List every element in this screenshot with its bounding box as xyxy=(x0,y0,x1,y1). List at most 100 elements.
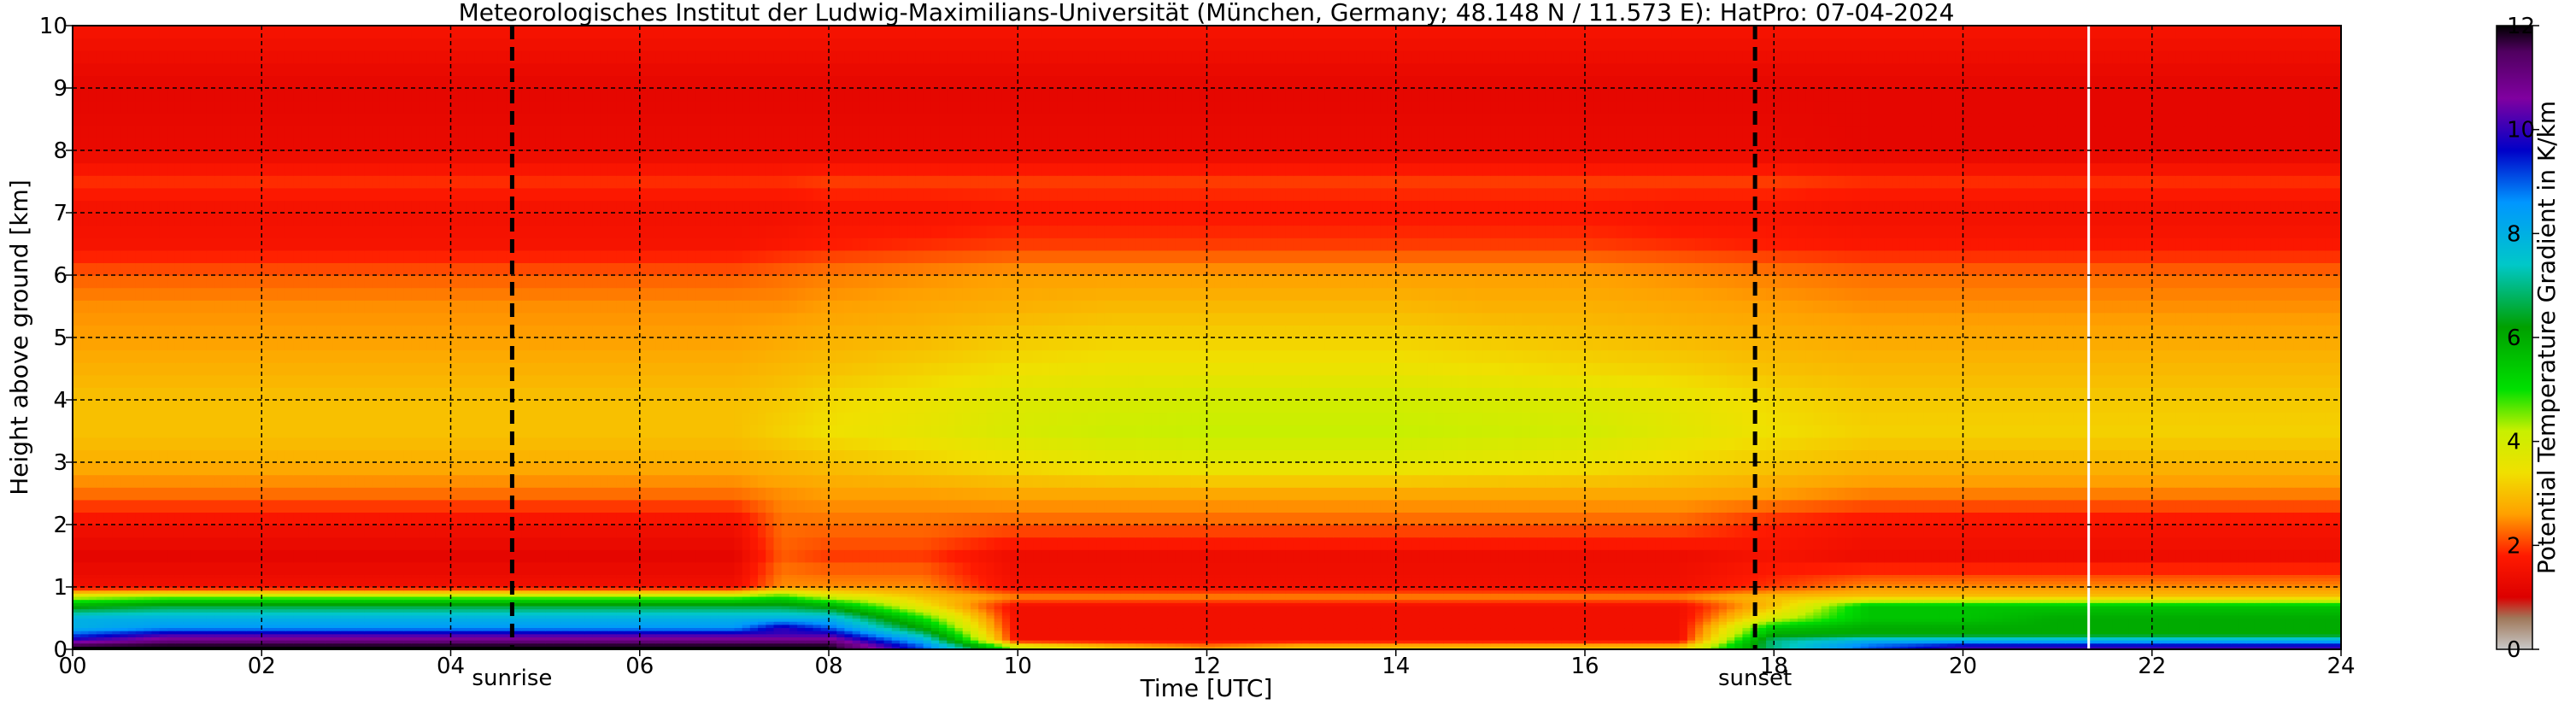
heatmap-cell xyxy=(2065,600,2074,603)
heatmap-cell xyxy=(1781,627,1790,631)
heatmap-cell xyxy=(1774,606,1782,609)
heatmap-cell xyxy=(1105,631,1113,634)
heatmap-cell xyxy=(2113,600,2121,603)
heatmap-cell xyxy=(577,606,585,609)
heatmap-cell xyxy=(900,609,908,613)
heatmap-cell xyxy=(254,606,262,609)
heatmap-cell xyxy=(971,621,979,625)
heatmap-cell xyxy=(443,619,451,622)
heatmap-cell xyxy=(2136,621,2145,625)
heatmap-cell xyxy=(254,593,262,596)
heatmap-cell xyxy=(1475,634,1483,637)
heatmap-cell xyxy=(939,621,948,625)
heatmap-cell xyxy=(1396,600,1405,603)
heatmap-cell xyxy=(1010,637,1018,640)
heatmap-cell xyxy=(1529,627,1538,631)
heatmap-cell xyxy=(1869,612,1877,615)
heatmap-cell xyxy=(1829,596,1838,600)
heatmap-cell xyxy=(1829,625,1838,628)
heatmap-cell xyxy=(1475,627,1483,631)
heatmap-cell xyxy=(175,643,184,647)
heatmap-cell xyxy=(734,615,742,619)
heatmap-cell xyxy=(907,600,916,603)
heatmap-cell xyxy=(884,634,893,637)
heatmap-cell xyxy=(1176,600,1184,603)
heatmap-cell xyxy=(73,621,81,625)
heatmap-cell xyxy=(88,637,97,640)
heatmap-cell xyxy=(1664,625,1672,628)
heatmap-cell xyxy=(695,625,703,628)
heatmap-cell xyxy=(766,631,774,634)
heatmap-cell xyxy=(577,593,585,596)
heatmap-cell xyxy=(2136,612,2145,615)
heatmap-cell xyxy=(1388,627,1397,631)
heatmap-cell xyxy=(995,606,1003,609)
heatmap-cell xyxy=(1648,609,1657,613)
heatmap-cell xyxy=(183,600,191,603)
heatmap-cell xyxy=(939,619,948,622)
heatmap-cell xyxy=(766,619,774,622)
heatmap-cell xyxy=(782,643,790,647)
heatmap-cell xyxy=(1270,596,1278,600)
heatmap-cell xyxy=(1088,612,1097,615)
heatmap-cell xyxy=(1734,640,1743,643)
heatmap-cell xyxy=(1482,643,1491,647)
heatmap-cell xyxy=(742,621,751,625)
heatmap-cell xyxy=(2033,596,2042,600)
heatmap-cell xyxy=(2326,625,2334,628)
heatmap-cell xyxy=(1798,627,1806,631)
heatmap-cell xyxy=(1325,600,1334,603)
heatmap-cell xyxy=(2168,637,2176,640)
heatmap-cell xyxy=(1159,612,1168,615)
heatmap-cell xyxy=(2010,609,2019,613)
heatmap-cell xyxy=(144,606,152,609)
heatmap-cell xyxy=(451,619,460,622)
heatmap-cell xyxy=(1892,596,1901,600)
heatmap-cell xyxy=(2246,625,2255,628)
heatmap-cell xyxy=(860,609,869,613)
heatmap-cell xyxy=(1908,634,1916,637)
heatmap-cell xyxy=(1254,609,1263,613)
heatmap-cell xyxy=(403,637,412,640)
heatmap-cell xyxy=(1766,609,1775,613)
heatmap-cell xyxy=(1435,627,1444,631)
heatmap-cell xyxy=(356,596,365,600)
heatmap-cell xyxy=(1577,602,1586,606)
heatmap-cell xyxy=(1428,640,1436,643)
heatmap-cell xyxy=(1529,600,1538,603)
heatmap-cell xyxy=(2231,631,2239,634)
heatmap-cell xyxy=(608,612,617,615)
heatmap-cell xyxy=(1908,643,1916,647)
heatmap-cell xyxy=(821,621,830,625)
heatmap-cell xyxy=(80,596,89,600)
heatmap-cell xyxy=(853,619,861,622)
heatmap-cell xyxy=(1916,625,1924,628)
heatmap-cell xyxy=(183,637,191,640)
heatmap-cell xyxy=(214,593,223,596)
heatmap-cell xyxy=(978,606,987,609)
heatmap-cell xyxy=(411,634,420,637)
heatmap-cell xyxy=(1042,612,1050,615)
heatmap-cell xyxy=(175,615,184,619)
heatmap-cell xyxy=(1632,627,1640,631)
heatmap-cell xyxy=(293,637,302,640)
heatmap-cell xyxy=(1341,615,1349,619)
heatmap-cell xyxy=(1459,625,1468,628)
heatmap-cell xyxy=(1167,640,1176,643)
heatmap-cell xyxy=(608,643,617,647)
heatmap-cell xyxy=(1364,602,1373,606)
heatmap-cell xyxy=(2160,627,2168,631)
heatmap-cell xyxy=(1333,625,1341,628)
heatmap-cell xyxy=(2003,634,2011,637)
heatmap-cell xyxy=(773,596,782,600)
heatmap-cell xyxy=(1144,627,1153,631)
heatmap-cell xyxy=(655,612,664,615)
heatmap-cell xyxy=(2168,640,2176,643)
heatmap-cell xyxy=(1932,612,1940,615)
heatmap-cell xyxy=(829,612,837,615)
heatmap-cell xyxy=(120,627,128,631)
heatmap-cell xyxy=(2089,627,2098,631)
heatmap-cell xyxy=(750,600,759,603)
heatmap-cell xyxy=(853,612,861,615)
heatmap-cell xyxy=(1845,631,1853,634)
